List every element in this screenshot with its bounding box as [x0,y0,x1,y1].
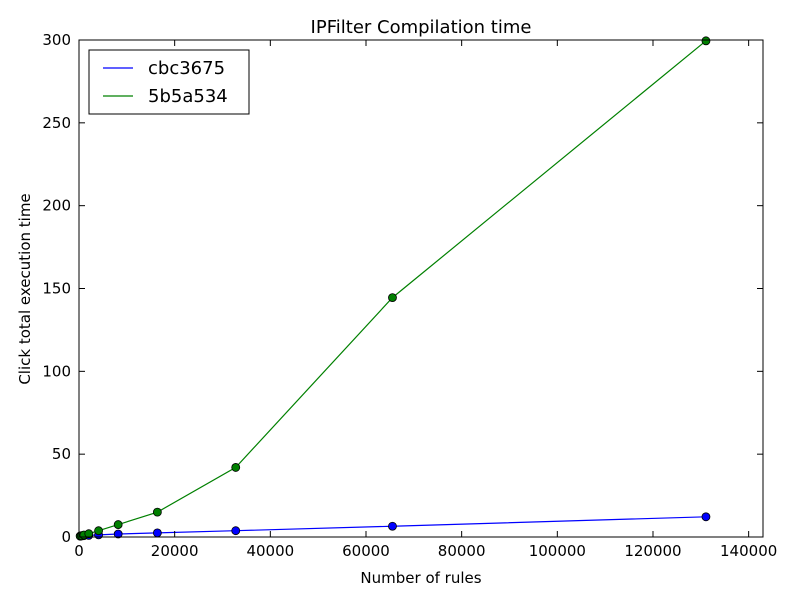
x-tick-label: 80000 [438,542,486,560]
x-tick-label: 20000 [151,542,199,560]
legend-label-series-1: 5b5a534 [148,86,228,107]
y-tick-label: 50 [52,445,71,463]
x-tick-label: 120000 [624,542,681,560]
x-tick-label: 40000 [246,542,294,560]
legend: cbc3675 5b5a534 [88,49,250,115]
y-tick-label: 150 [42,280,71,298]
plot-area [79,40,763,537]
legend-box [88,49,250,115]
y-tick-label: 100 [42,362,71,380]
series-1-point-8 [388,293,397,303]
series-0-point-9 [701,512,711,522]
series-0-point-8 [388,521,397,531]
series-1-point-5 [113,520,123,529]
y-tick-label: 200 [42,197,71,215]
tick-layer: 0 20000 40000 60000 80000 100000 120000 140000 0… [42,31,777,560]
series-0-point-6 [152,528,162,538]
x-tick-label: 140000 [720,542,777,560]
series-0-point-7 [231,526,241,536]
y-tick-label: 250 [42,114,71,132]
series-1-point-3 [84,529,94,539]
x-axis-label: Number of rules [360,569,481,587]
y-tick-label: 0 [61,528,71,546]
series-1-point-9 [701,36,711,46]
series-1-point-6 [152,507,162,517]
x-tick-label: 100000 [529,542,586,560]
y-axis-label: Click total execution time [16,193,34,384]
x-tick-label: 60000 [342,542,390,560]
legend-label-series-0: cbc3675 [148,58,225,79]
series-1-point-7 [231,463,241,472]
x-tick-label: 0 [74,542,84,560]
plot-frame [78,39,764,538]
y-tick-label: 300 [42,31,71,49]
series-0-point-5 [113,529,123,539]
chart-title: IPFilter Compilation time [311,17,532,38]
series-1-point-4 [94,526,103,536]
